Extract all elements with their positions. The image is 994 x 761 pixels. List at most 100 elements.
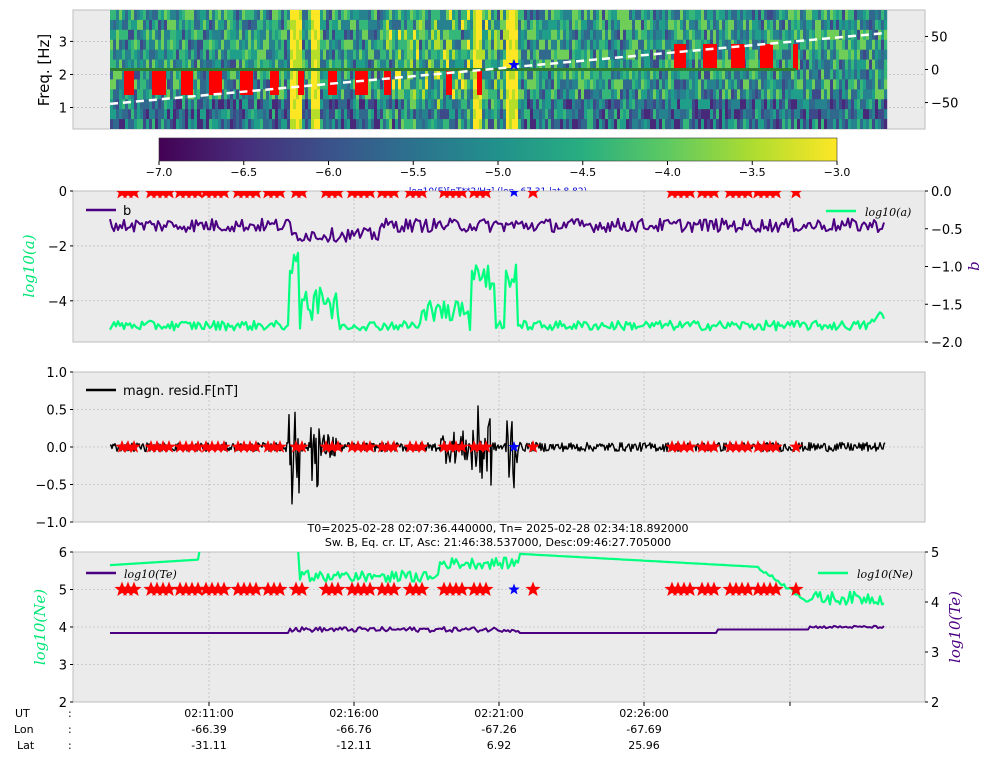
heatmap-cell xyxy=(515,69,519,80)
heatmap-cell xyxy=(308,29,312,41)
heatmap-cell xyxy=(800,119,804,129)
heatmap-cell xyxy=(323,39,327,51)
heatmap-cell xyxy=(167,99,171,110)
heatmap-cell xyxy=(719,19,723,31)
heatmap-cell xyxy=(269,10,273,21)
heatmap-cell xyxy=(737,19,741,31)
event-marker xyxy=(380,581,396,596)
heatmap-cell xyxy=(551,79,555,90)
event-marker xyxy=(386,581,402,596)
heatmap-cell xyxy=(596,39,600,51)
heatmap-cell xyxy=(884,79,888,90)
heatmap-cell xyxy=(491,10,495,21)
heatmap-cell xyxy=(350,39,354,51)
heatmap-cell xyxy=(788,89,792,100)
heatmap-cell xyxy=(701,49,705,61)
heatmap-cell xyxy=(752,10,756,21)
heatmap-cell xyxy=(251,39,255,51)
heatmap-cell xyxy=(257,109,261,120)
heatmap-cell xyxy=(458,99,462,110)
magnetic-residual-line xyxy=(110,405,886,505)
heatmap-cell xyxy=(323,10,327,21)
heatmap-cell xyxy=(215,39,219,51)
heatmap-cell xyxy=(605,59,609,70)
heatmap-cell xyxy=(533,59,537,70)
heatmap-cell xyxy=(362,99,366,110)
heatmap-cell xyxy=(557,69,561,80)
heatmap-cell xyxy=(431,109,435,120)
heatmap-cell xyxy=(566,69,570,80)
heatmap-cell xyxy=(629,109,633,120)
heatmap-cell xyxy=(827,69,831,80)
heatmap-cell xyxy=(602,19,606,31)
heatmap-cell xyxy=(668,109,672,120)
heatmap-cell xyxy=(233,109,237,120)
heatmap-cell xyxy=(584,59,588,70)
heatmap-cell xyxy=(623,49,627,61)
heatmap-cell xyxy=(725,59,729,70)
heatmap-cell xyxy=(542,69,546,80)
heatmap-cell xyxy=(212,119,216,129)
heatmap-cell xyxy=(554,69,558,80)
heatmap-cell xyxy=(410,10,414,21)
heatmap-cell xyxy=(179,99,183,110)
heatmap-cell xyxy=(329,99,333,110)
heatmap-cell xyxy=(371,119,375,129)
heatmap-cell xyxy=(143,39,147,51)
heatmap-cell xyxy=(809,109,813,120)
heatmap-cell xyxy=(641,10,645,21)
heatmap-cell xyxy=(206,10,210,21)
heatmap-cell xyxy=(668,89,672,100)
heatmap-cell xyxy=(134,49,138,61)
heatmap-cell xyxy=(494,10,498,21)
heatmap-cell xyxy=(293,79,297,90)
heatmap-cell xyxy=(602,49,606,61)
heatmap-cell xyxy=(884,69,888,80)
heatmap-cell xyxy=(302,49,306,61)
heatmap-cell xyxy=(674,69,678,80)
heatmap-cell xyxy=(260,19,264,31)
heatmap-cell xyxy=(536,99,540,110)
heatmap-cell xyxy=(428,89,432,100)
heatmap-cell xyxy=(500,89,504,100)
heatmap-cell xyxy=(590,89,594,100)
heatmap-cell xyxy=(350,89,354,100)
heatmap-cell xyxy=(458,79,462,90)
heatmap-cell xyxy=(428,10,432,21)
heatmap-cell xyxy=(806,39,810,51)
heatmap-cell xyxy=(320,49,324,61)
heatmap-cell xyxy=(353,99,357,110)
heatmap-cell xyxy=(539,99,543,110)
heatmap-cell xyxy=(701,69,705,80)
heatmap-cell xyxy=(392,39,396,51)
heatmap-cell xyxy=(146,39,150,51)
heatmap-cell xyxy=(476,99,480,110)
heatmap-cell xyxy=(821,79,825,90)
heatmap-cell xyxy=(431,119,435,129)
heatmap-cell xyxy=(830,119,834,129)
event-marker xyxy=(742,191,754,199)
heatmap-cell xyxy=(608,109,612,120)
heatmap-cell xyxy=(884,49,888,61)
heatmap-cell xyxy=(371,99,375,110)
heatmap-cell xyxy=(722,89,726,100)
heatmap-cell xyxy=(383,109,387,120)
heatmap-cell xyxy=(623,19,627,31)
heatmap-cell xyxy=(608,59,612,70)
heatmap-cell xyxy=(320,39,324,51)
y-tick-label: 3 xyxy=(59,35,67,50)
heatmap-cell xyxy=(689,19,693,31)
heatmap-cell xyxy=(629,19,633,31)
event-marker xyxy=(319,440,333,453)
heatmap-cell xyxy=(653,99,657,110)
heatmap-cell xyxy=(824,29,828,41)
heatmap-cell xyxy=(407,29,411,41)
heatmap-cell xyxy=(749,89,753,100)
heatmap-cell xyxy=(635,49,639,61)
heatmap-cell xyxy=(797,79,801,90)
event-marker xyxy=(362,581,378,596)
heatmap-cell xyxy=(674,119,678,129)
event-marker xyxy=(210,581,226,596)
heatmap-cell xyxy=(542,19,546,31)
heatmap-cell xyxy=(314,109,318,120)
